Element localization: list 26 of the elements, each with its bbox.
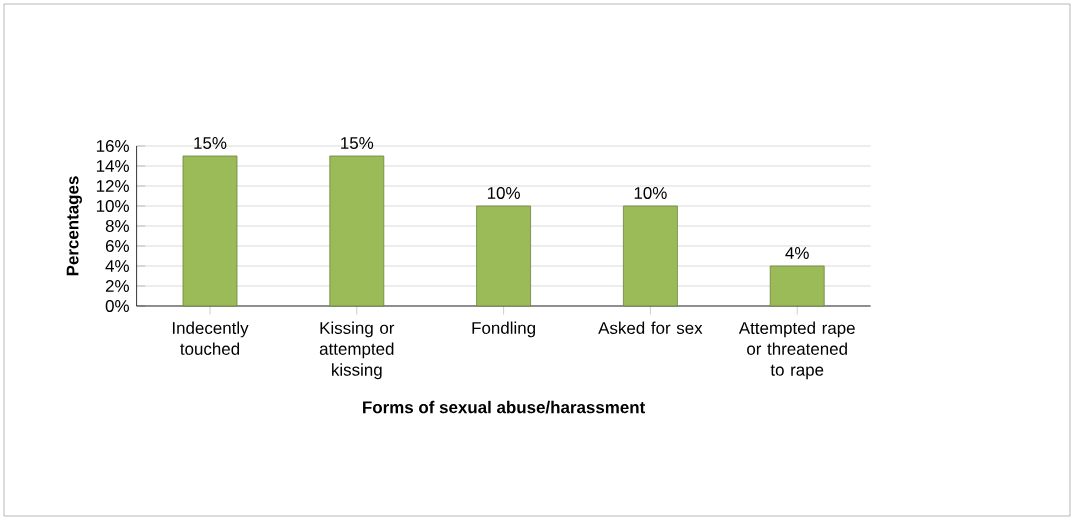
y-tick-label: 10% [96, 200, 129, 212]
x-tick-label: Kissing or attempted kissing [319, 321, 395, 380]
bar [182, 155, 238, 307]
data-label: 15% [194, 137, 227, 149]
x-tick-label: Attempted rape or threatened to rape [738, 321, 855, 380]
bar [476, 205, 531, 307]
y-tick-label: 8% [105, 220, 129, 232]
y-tick-label: 16% [96, 140, 129, 152]
x-tick-label: Fondling [472, 321, 535, 338]
y-tick-label: 6% [105, 240, 129, 252]
y-tick-label: 4% [105, 260, 129, 272]
y-tick-label: 12% [96, 180, 129, 192]
data-label: 15% [341, 137, 374, 149]
data-label: 4% [785, 247, 809, 259]
y-tick-label: 14% [96, 160, 129, 172]
x-tick-label: Asked for sex [598, 321, 703, 334]
data-label: 10% [487, 186, 520, 199]
y-tick-label: 0% [105, 300, 129, 312]
data-label: 10% [634, 186, 667, 199]
y-axis-title: Percentages [66, 176, 82, 276]
bar [329, 155, 385, 307]
x-axis-title: Forms of sexual abuse/harassment [363, 400, 646, 414]
x-tick-label: Indecently touched [172, 321, 249, 355]
bar [623, 205, 678, 307]
y-tick-label: 2% [105, 280, 129, 292]
bar [769, 265, 825, 307]
